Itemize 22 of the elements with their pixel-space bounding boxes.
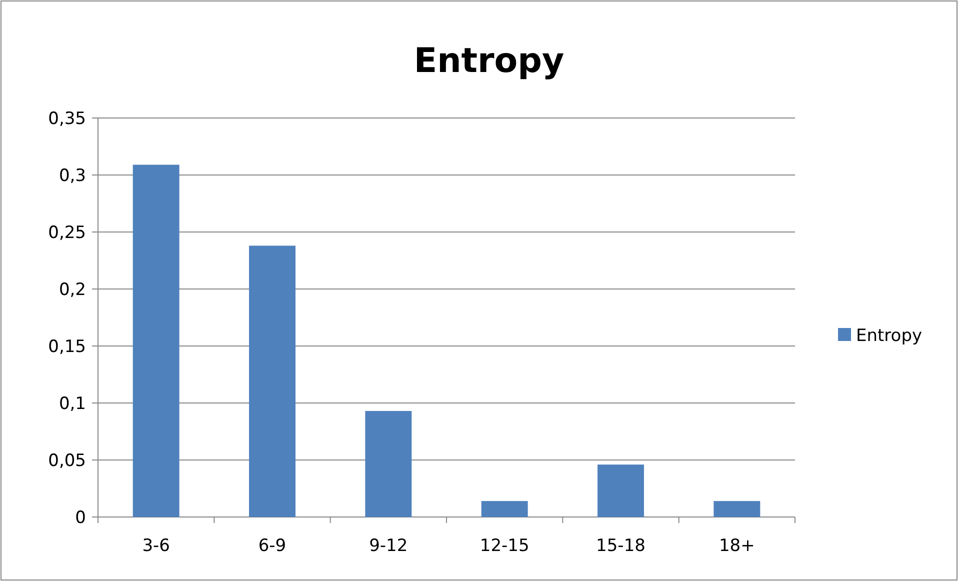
x-tick-label: 15-18 [596, 536, 646, 556]
legend-label: Entropy [856, 326, 922, 346]
y-tick-label: 0,35 [48, 108, 86, 129]
y-tick-label: 0,1 [58, 394, 86, 414]
x-tick-label: 12-15 [480, 536, 530, 556]
y-tick-label: 0,05 [48, 450, 86, 471]
y-tick-label: 0,15 [48, 336, 86, 357]
y-tick-label: 0,25 [48, 222, 86, 243]
bar [365, 410, 412, 517]
y-tick-label: 0,2 [58, 280, 86, 300]
x-tick-label: 6-9 [258, 536, 286, 556]
bar [132, 164, 180, 517]
x-tick-label: 3-6 [142, 536, 170, 556]
bar [714, 501, 760, 517]
bar [481, 501, 528, 517]
y-tick-label: 0,3 [58, 166, 86, 186]
bar [249, 246, 296, 517]
x-tick-label: 9-12 [369, 536, 408, 556]
bar [598, 464, 644, 517]
y-tick-label: 0 [75, 508, 86, 528]
x-tick-label: 18+ [718, 536, 755, 556]
chart-title: Entropy [414, 41, 564, 81]
